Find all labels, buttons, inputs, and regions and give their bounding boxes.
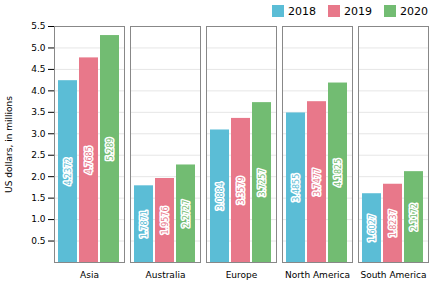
svg-text:1.5: 1.5 <box>31 193 45 203</box>
svg-text:North America: North America <box>285 270 350 280</box>
svg-text:3.7257: 3.7257 <box>258 169 267 197</box>
svg-text:1.7871: 1.7871 <box>140 210 149 238</box>
html-text:2018: 2018 <box>288 4 316 18</box>
svg-text:2.5: 2.5 <box>31 150 45 160</box>
svg-text:5.0: 5.0 <box>31 43 46 53</box>
svg-text:5.289: 5.289 <box>106 138 115 161</box>
svg-text:US dollars, in millions: US dollars, in millions <box>4 96 14 193</box>
svg-text:5.5: 5.5 <box>31 21 45 31</box>
svg-text:South America: South America <box>360 270 426 280</box>
svg-text:3.3579: 3.3579 <box>237 176 246 204</box>
svg-text:4.2372: 4.2372 <box>64 158 73 186</box>
svg-text:0.5: 0.5 <box>31 236 45 246</box>
svg-text:2.2727: 2.2727 <box>182 200 191 228</box>
html-text:2020: 2020 <box>400 4 428 18</box>
svg-text:4.0: 4.0 <box>31 86 46 96</box>
svg-text:3.5: 3.5 <box>31 107 45 117</box>
svg-text:1.8237: 1.8237 <box>389 209 398 237</box>
svg-text:1.6027: 1.6027 <box>368 214 377 242</box>
svg-text:4.1825: 4.1825 <box>334 159 343 187</box>
svg-text:4.7685: 4.7685 <box>85 146 94 174</box>
svg-text:4.5: 4.5 <box>31 64 45 74</box>
svg-text:Australia: Australia <box>146 270 186 280</box>
svg-text:2.0: 2.0 <box>31 172 46 182</box>
svg-text:2.1172: 2.1172 <box>410 203 419 231</box>
svg-text:1.0: 1.0 <box>31 214 46 224</box>
svg-text:Asia: Asia <box>80 270 99 280</box>
html-text:2019: 2019 <box>344 4 372 18</box>
svg-text:3.7477: 3.7477 <box>313 168 322 196</box>
svg-text:Europe: Europe <box>226 270 258 280</box>
svg-text:3.0: 3.0 <box>31 129 46 139</box>
svg-text:1.9576: 1.9576 <box>161 207 170 235</box>
svg-text:3.0884: 3.0884 <box>216 182 225 210</box>
svg-text:3.4855: 3.4855 <box>292 174 301 202</box>
